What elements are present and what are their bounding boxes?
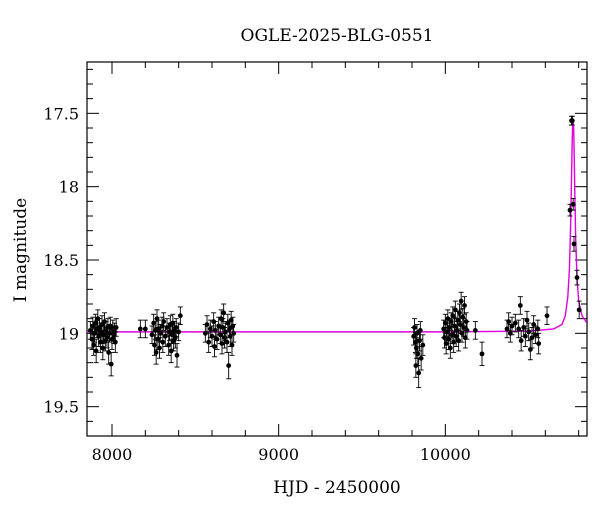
y-tick-label: 19	[59, 324, 79, 343]
data-point	[453, 333, 459, 339]
x-tick-label: 8000	[92, 445, 133, 464]
data-point	[206, 339, 212, 345]
data-point	[447, 345, 453, 351]
y-tick-label: 18.5	[43, 251, 79, 270]
data-point	[571, 241, 577, 247]
data-point	[416, 370, 422, 376]
y-tick-label: 19.5	[43, 398, 79, 417]
data-point	[174, 352, 180, 358]
data-point	[112, 339, 118, 345]
data-point	[161, 319, 167, 324]
data-point	[443, 341, 449, 346]
data-point	[576, 307, 582, 313]
data-point	[412, 325, 417, 330]
data-point	[228, 317, 234, 323]
data-point	[222, 335, 227, 341]
data-point	[157, 345, 162, 351]
data-point	[472, 328, 478, 333]
data-point	[113, 325, 119, 330]
data-point	[231, 330, 237, 336]
y-axis-label: I magnitude	[11, 198, 31, 302]
data-point	[451, 339, 457, 345]
model-curve	[87, 120, 587, 333]
data-point	[101, 332, 107, 338]
data-point	[459, 330, 465, 336]
data-point	[229, 342, 235, 348]
data-point	[417, 328, 423, 333]
y-tick-label: 17.5	[43, 104, 79, 123]
data-point	[526, 329, 532, 335]
data-point	[176, 329, 182, 335]
x-axis-label: HJD - 2450000	[273, 478, 401, 498]
data-point	[448, 319, 454, 324]
data-point	[219, 341, 225, 346]
data-point	[169, 332, 175, 338]
data-point	[464, 328, 470, 333]
data-point	[152, 342, 157, 348]
data-point	[569, 118, 575, 124]
data-point	[420, 342, 426, 348]
data-point	[418, 355, 424, 361]
data-point	[100, 345, 106, 351]
data-point	[535, 326, 541, 332]
data-point	[93, 348, 99, 354]
chart-title: OGLE-2025-BLG-0551	[241, 26, 434, 46]
data-point	[574, 275, 580, 280]
data-point	[444, 329, 450, 335]
plot-marks: 8000 9000 10000 17.5 18 18.5 19 19.5	[43, 61, 588, 464]
data-point	[462, 303, 467, 308]
data-point	[225, 320, 231, 326]
data-point	[226, 363, 232, 368]
data-point	[142, 326, 148, 332]
plot-frame	[86, 61, 588, 437]
data-point	[214, 336, 220, 342]
data-point	[479, 351, 485, 357]
data-point	[512, 320, 518, 326]
data-point	[415, 351, 421, 357]
data-point	[153, 350, 159, 355]
data-point	[137, 326, 143, 332]
data-point	[529, 335, 535, 341]
data-point	[224, 339, 230, 345]
data-point	[159, 323, 165, 329]
data-point	[457, 310, 462, 316]
data-point	[89, 336, 95, 342]
data-point	[544, 313, 550, 319]
data-point	[164, 325, 170, 330]
data-point	[212, 344, 217, 349]
data-point	[570, 201, 576, 207]
data-point	[509, 323, 515, 329]
data-point	[517, 303, 523, 308]
data-point	[160, 339, 166, 345]
data-point	[173, 325, 179, 330]
data-point	[177, 313, 183, 319]
data-point	[536, 341, 542, 346]
data-point	[524, 317, 530, 323]
x-tick-label: 9000	[258, 445, 299, 464]
data-point	[567, 207, 573, 213]
data-point	[108, 361, 114, 367]
data-point	[506, 319, 512, 324]
data-point	[414, 330, 420, 336]
data-point	[518, 338, 524, 344]
data-point	[204, 322, 210, 327]
y-tick-label: 18	[59, 178, 79, 197]
x-tick-label: 10000	[420, 445, 471, 464]
data-point	[458, 298, 464, 304]
data-point	[92, 320, 98, 326]
data-point	[522, 333, 528, 339]
data-point	[156, 326, 162, 332]
data-point	[442, 335, 447, 341]
data-point	[91, 342, 97, 348]
data-point	[221, 310, 227, 316]
